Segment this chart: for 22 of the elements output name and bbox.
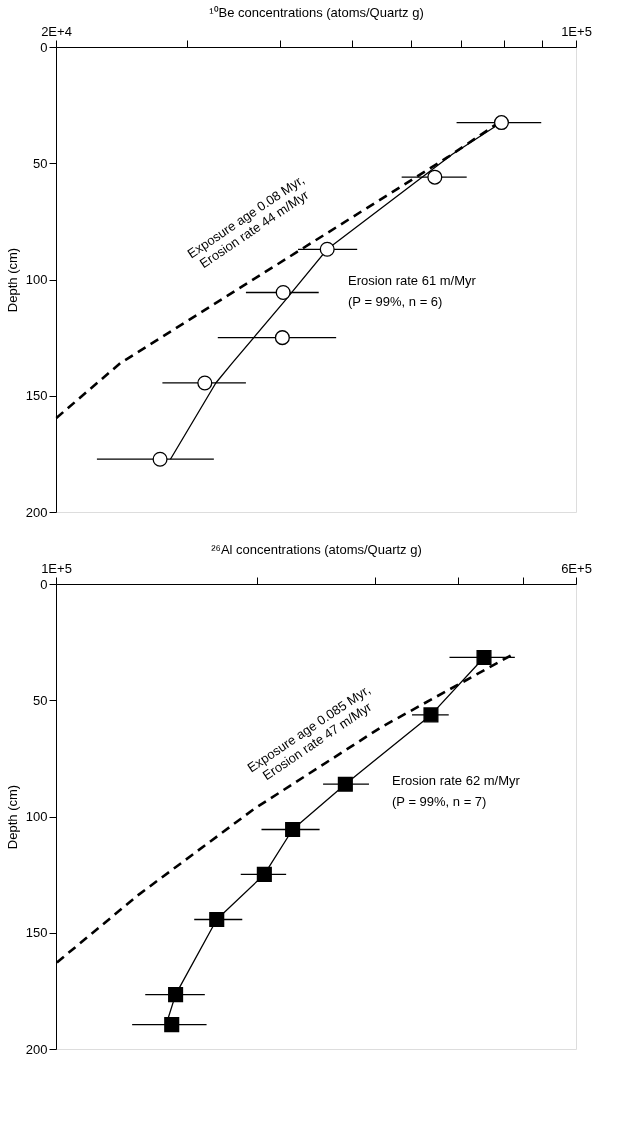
- x-axis-title: ¹⁰Be concentrations (atoms/Quartz g): [209, 4, 424, 20]
- y-tick-label: 150: [25, 388, 48, 404]
- annotation: Erosion rate 61 m/Myr: [348, 273, 477, 288]
- y-tick-label: 0: [40, 576, 48, 592]
- y-tick-label: 150: [25, 925, 48, 941]
- x-axis-title: ²⁶Al concentrations (atoms/Quartz g): [211, 541, 422, 557]
- annotation: Erosion rate 62 m/Myr: [392, 773, 521, 788]
- x-tick-label: 2E+4: [41, 23, 72, 39]
- y-tick-label: 50: [33, 692, 48, 708]
- y-tick-label: 0: [40, 39, 48, 55]
- y-tick-label: 200: [25, 504, 48, 520]
- y-axis-title: Depth (cm): [4, 247, 20, 313]
- y-tick-label: 50: [33, 155, 48, 171]
- annotation: (P = 99%, n = 7): [392, 794, 487, 809]
- y-tick-label: 200: [25, 1041, 48, 1057]
- y-axis-title: Depth (cm): [4, 784, 20, 850]
- y-tick-label: 100: [25, 272, 48, 287]
- y-tick-label: 100: [25, 809, 48, 824]
- x-tick-label: 6E+5: [561, 560, 592, 576]
- x-tick-label: 1E+5: [41, 560, 72, 576]
- x-tick-label: 1E+5: [561, 23, 592, 39]
- annotation: (P = 99%, n = 6): [348, 294, 443, 309]
